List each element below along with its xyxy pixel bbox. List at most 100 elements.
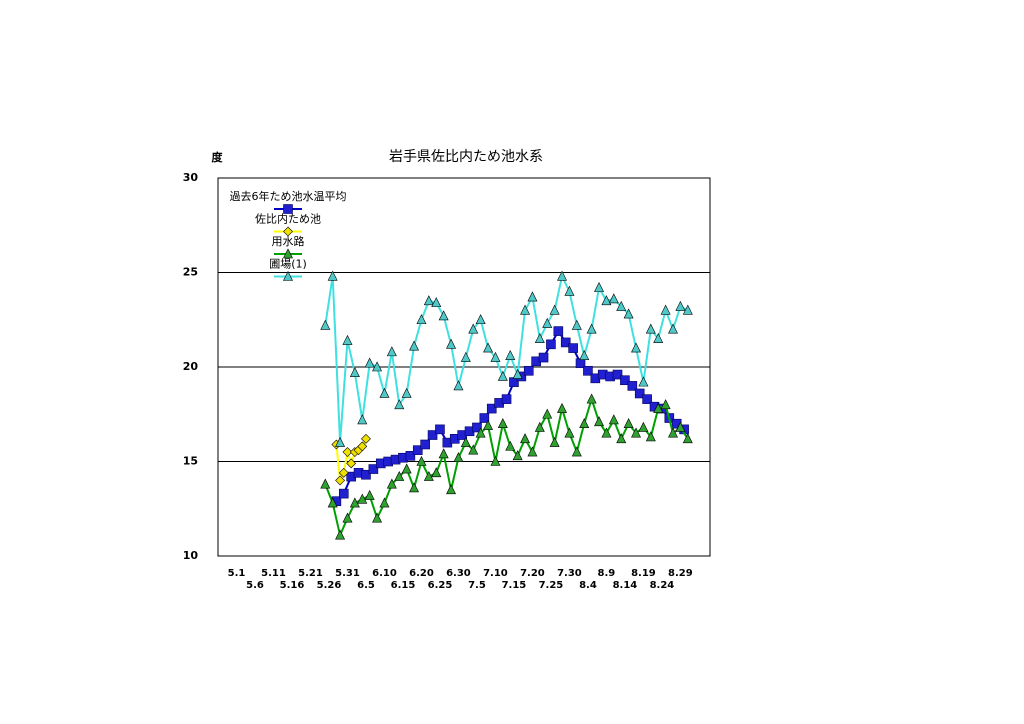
marker xyxy=(338,467,349,478)
marker xyxy=(335,529,346,540)
marker xyxy=(320,319,331,330)
marker xyxy=(601,427,612,438)
x-tick-label: 5.31 xyxy=(335,568,360,579)
x-tick-label: 8.4 xyxy=(579,580,597,591)
marker xyxy=(409,340,420,351)
legend-marker xyxy=(283,270,293,281)
marker xyxy=(431,297,442,308)
x-tick-label: 6.15 xyxy=(391,580,416,591)
marker xyxy=(501,394,512,404)
marker xyxy=(616,433,627,444)
marker xyxy=(512,368,523,379)
marker xyxy=(431,467,442,478)
marker xyxy=(594,281,605,292)
marker xyxy=(520,433,531,444)
marker xyxy=(401,387,412,398)
marker xyxy=(401,463,412,474)
marker xyxy=(634,388,645,399)
x-tick-label: 6.5 xyxy=(357,580,375,591)
x-tick-label: 6.30 xyxy=(446,568,471,579)
marker xyxy=(335,436,346,447)
marker xyxy=(342,512,353,523)
marker xyxy=(616,300,627,311)
marker xyxy=(631,342,642,353)
legend-marker xyxy=(283,248,293,259)
marker xyxy=(497,418,508,429)
marker xyxy=(483,419,494,430)
marker xyxy=(405,451,416,461)
marker xyxy=(653,402,664,413)
marker xyxy=(438,448,449,459)
y-axis-label: 度 xyxy=(212,150,224,164)
marker xyxy=(571,446,582,457)
marker xyxy=(364,489,375,500)
marker xyxy=(505,349,516,360)
marker xyxy=(579,349,590,360)
plot-frame xyxy=(217,177,711,557)
marker xyxy=(638,376,649,387)
marker xyxy=(472,422,482,433)
y-tick-label: 30 xyxy=(183,171,199,184)
marker xyxy=(608,414,619,425)
marker xyxy=(620,375,630,386)
marker xyxy=(546,339,556,350)
marker xyxy=(627,381,638,391)
marker xyxy=(571,319,582,330)
legend-marker xyxy=(283,226,293,237)
marker xyxy=(564,427,575,438)
marker xyxy=(553,326,564,336)
marker xyxy=(335,475,345,486)
marker xyxy=(320,478,331,489)
marker xyxy=(645,323,656,334)
marker xyxy=(412,445,423,455)
marker xyxy=(560,337,571,348)
marker xyxy=(675,300,686,311)
marker xyxy=(453,452,464,463)
marker xyxy=(586,323,597,334)
marker xyxy=(460,436,471,447)
marker xyxy=(505,440,516,451)
marker xyxy=(479,413,490,423)
x-tick-label: 8.9 xyxy=(598,568,616,579)
x-tick-label: 5.21 xyxy=(298,568,323,579)
marker xyxy=(475,314,486,325)
marker xyxy=(586,393,597,404)
marker xyxy=(642,394,652,404)
marker xyxy=(490,351,501,362)
marker xyxy=(338,488,349,499)
marker xyxy=(423,470,434,481)
marker xyxy=(342,447,353,457)
marker xyxy=(682,433,693,444)
marker xyxy=(579,418,590,429)
marker xyxy=(361,433,371,444)
marker xyxy=(486,403,497,414)
marker xyxy=(475,427,486,438)
marker xyxy=(483,342,494,353)
x-tick-label: 8.29 xyxy=(668,568,693,579)
marker xyxy=(653,332,664,343)
marker xyxy=(512,450,523,461)
marker xyxy=(357,493,368,504)
marker xyxy=(394,470,405,481)
marker xyxy=(416,455,427,466)
marker xyxy=(675,421,686,432)
marker xyxy=(327,497,338,508)
marker xyxy=(468,323,479,334)
chart-title: 岩手県佐比内ため池水系 xyxy=(389,149,543,165)
marker xyxy=(416,314,427,325)
marker xyxy=(490,455,501,466)
marker xyxy=(645,431,656,442)
marker xyxy=(557,270,568,281)
marker xyxy=(438,310,449,321)
x-tick-label: 7.30 xyxy=(557,568,582,579)
marker xyxy=(372,512,383,523)
x-tick-label: 7.15 xyxy=(502,580,527,591)
x-tick-label: 5.11 xyxy=(261,568,286,579)
marker xyxy=(557,402,568,413)
marker xyxy=(446,338,457,349)
marker xyxy=(623,418,634,429)
y-tick-label: 20 xyxy=(183,360,199,373)
marker xyxy=(349,497,360,508)
marker xyxy=(446,484,457,495)
